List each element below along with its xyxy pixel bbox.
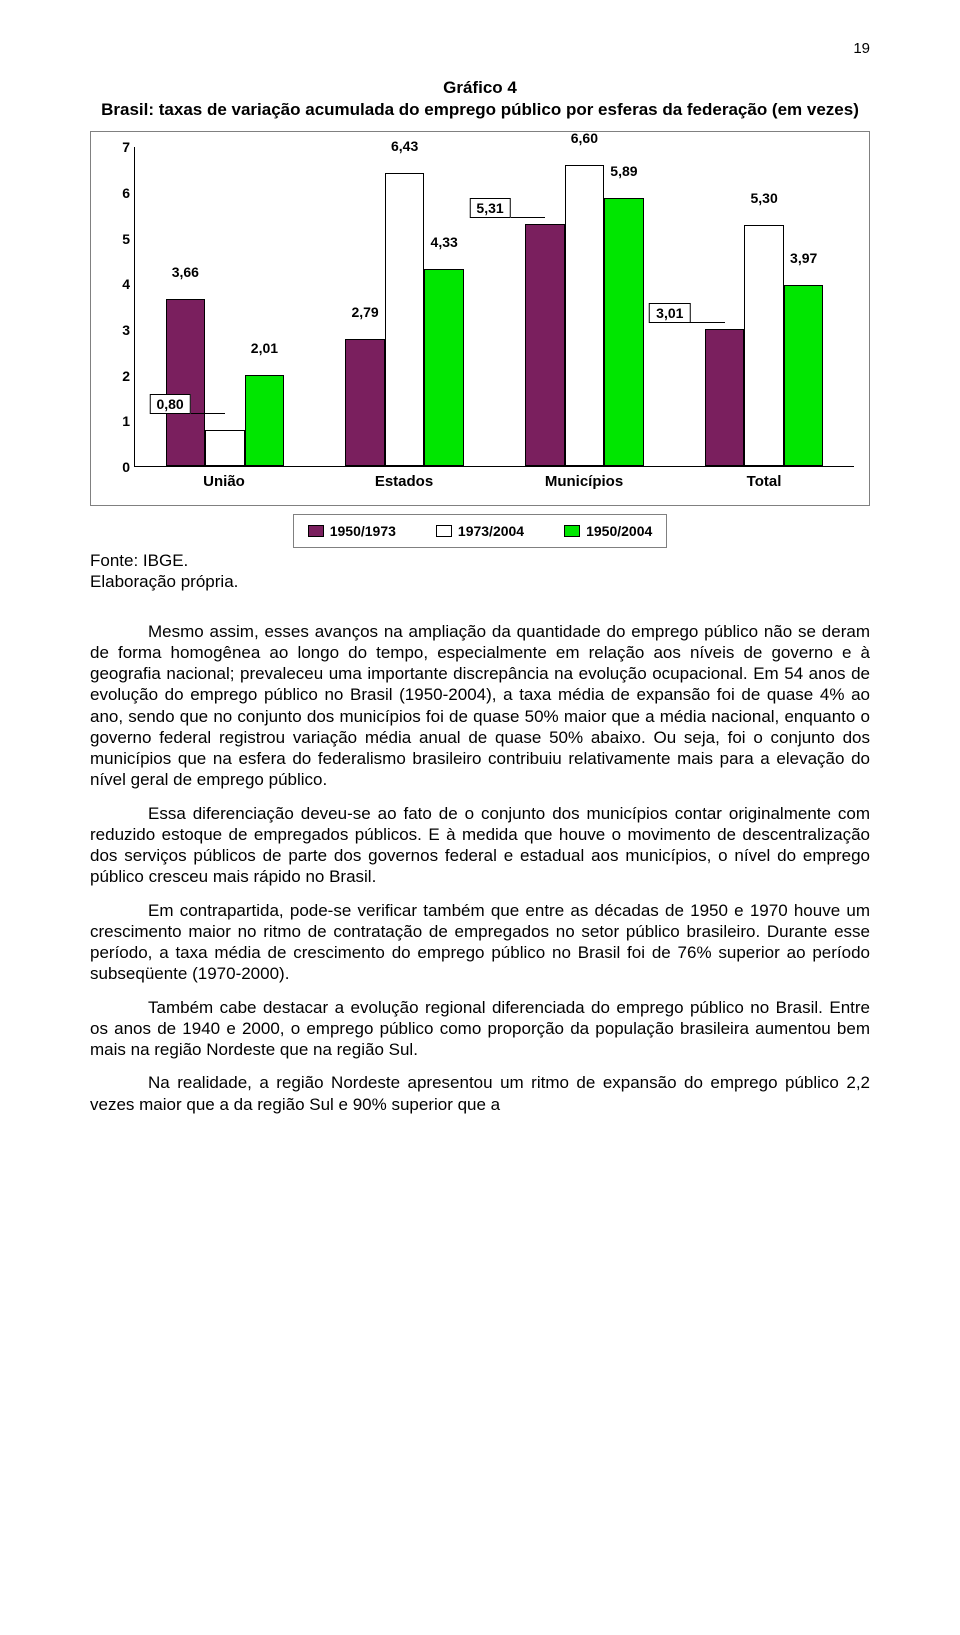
legend-item: 1973/2004 — [436, 523, 524, 539]
bar — [245, 375, 285, 467]
y-axis: 01234567 — [106, 147, 134, 467]
y-tick: 4 — [122, 276, 130, 292]
legend-label: 1950/1973 — [330, 523, 396, 539]
bar-label: 3,97 — [790, 250, 817, 266]
legend-swatch — [436, 525, 452, 537]
paragraph: Também cabe destacar a evolução regional… — [90, 997, 870, 1061]
body-text: Mesmo assim, esses avanços na ampliação … — [90, 621, 870, 1115]
y-tick: 1 — [122, 413, 130, 429]
legend-swatch — [564, 525, 580, 537]
bar-label: 2,79 — [351, 304, 378, 320]
x-axis-labels: UniãoEstadosMunicípiosTotal — [134, 473, 854, 490]
legend-item: 1950/2004 — [564, 523, 652, 539]
bar-label: 3,66 — [172, 264, 199, 280]
y-tick: 3 — [122, 322, 130, 338]
chart-container: 0 1 2 3 4 5 6 7 3,66 2,01 2,79 6,43 4,33 6,60 5,89 5,3… — [90, 131, 870, 506]
bar-label: 6,43 — [391, 138, 418, 154]
x-label: União — [134, 473, 314, 490]
source-line1: Fonte: IBGE. — [90, 551, 188, 570]
legend-label: 1973/2004 — [458, 523, 524, 539]
paragraph: Na realidade, a região Nordeste apresent… — [90, 1072, 870, 1115]
y-tick: 0 — [122, 459, 130, 475]
page-number: 19 — [90, 40, 870, 57]
callout-line — [690, 322, 724, 323]
chart-title: Gráfico 4 Brasil: taxas de variação acum… — [90, 77, 870, 121]
chart-source: Fonte: IBGE. Elaboração própria. — [90, 550, 870, 593]
y-tick: 7 — [122, 139, 130, 155]
y-tick: 6 — [122, 185, 130, 201]
legend-label: 1950/2004 — [586, 523, 652, 539]
paragraph: Essa diferenciação deveu-se ao fato de o… — [90, 803, 870, 888]
y-tick: 5 — [122, 231, 130, 247]
chart-title-line2: Brasil: taxas de variação acumulada do e… — [101, 100, 859, 119]
chart-plot: 3,662,012,796,434,336,605,895,303,970,80… — [134, 147, 854, 467]
bar — [705, 329, 745, 466]
bar-label: 4,33 — [431, 234, 458, 250]
chart-title-line1: Gráfico 4 — [443, 78, 517, 97]
paragraph: Em contrapartida, pode-se verificar tamb… — [90, 900, 870, 985]
bar — [744, 225, 784, 467]
bar-label: 6,60 — [571, 130, 598, 146]
y-tick: 2 — [122, 368, 130, 384]
x-label: Municípios — [494, 473, 674, 490]
callout-line — [511, 217, 545, 218]
callout-label: 0,80 — [149, 394, 190, 414]
callout-label: 3,01 — [649, 303, 690, 323]
bar-label: 5,89 — [610, 163, 637, 179]
bar — [604, 198, 644, 466]
bar — [385, 173, 425, 466]
x-label: Estados — [314, 473, 494, 490]
bar — [784, 285, 824, 466]
bar — [525, 224, 565, 466]
bar — [205, 430, 245, 466]
bar-label: 5,30 — [751, 190, 778, 206]
callout-line — [191, 413, 225, 414]
legend-item: 1950/1973 — [308, 523, 396, 539]
x-label: Total — [674, 473, 854, 490]
bar — [166, 299, 206, 466]
bar — [565, 165, 605, 466]
paragraph: Mesmo assim, esses avanços na ampliação … — [90, 621, 870, 791]
chart-legend: 1950/1973 1973/2004 1950/2004 — [293, 514, 668, 548]
source-line2: Elaboração própria. — [90, 572, 238, 591]
callout-label: 5,31 — [469, 198, 510, 218]
legend-swatch — [308, 525, 324, 537]
bar-label: 2,01 — [251, 340, 278, 356]
bar — [345, 339, 385, 466]
bar — [424, 269, 464, 466]
